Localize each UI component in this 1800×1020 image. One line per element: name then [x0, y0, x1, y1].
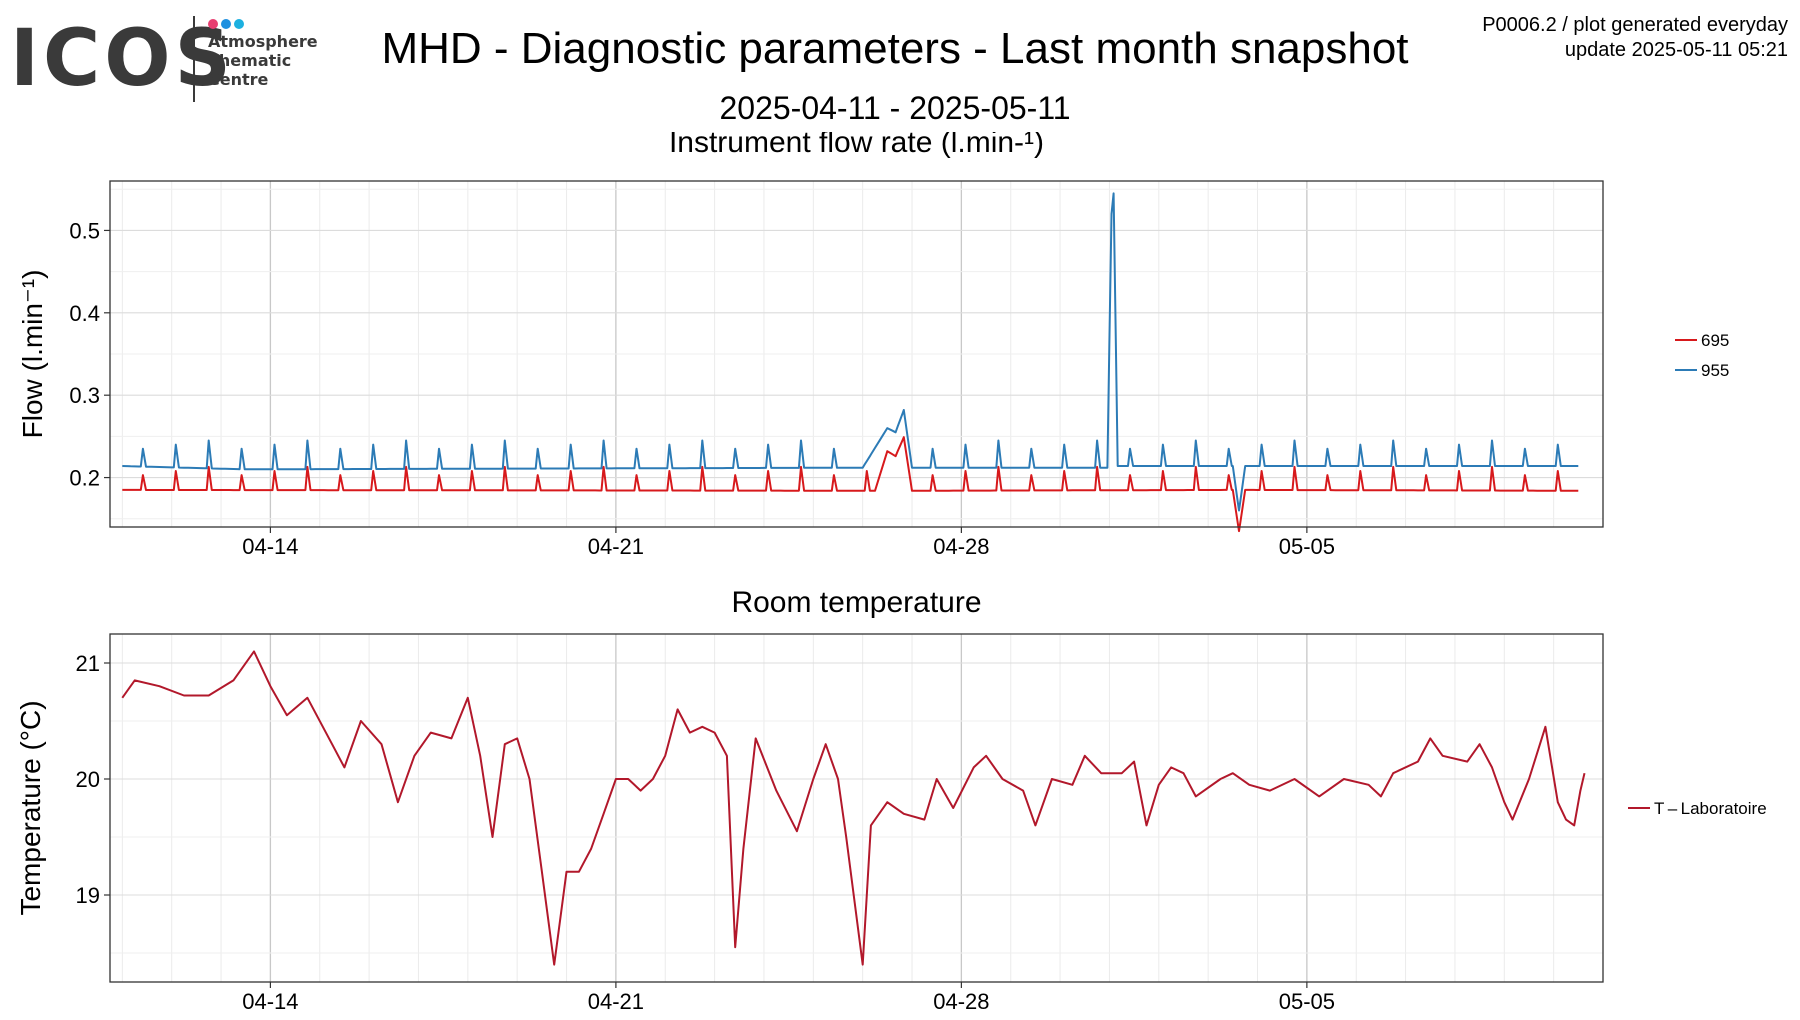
chart-title: Instrument flow rate (l.min-¹) — [669, 132, 1044, 159]
logo-line: Thematic — [208, 51, 292, 70]
y-tick-label: 0.4 — [69, 301, 100, 326]
logo-dot-blue — [221, 19, 231, 29]
x-tick-label: 04-21 — [588, 534, 644, 559]
plot-id: P0006.2 / plot generated everyday — [1482, 14, 1788, 36]
room-temperature-chart: Room temperature Temperature (°C) 19 20 21 04… — [15, 586, 1767, 1012]
series-line-0 — [122, 436, 1579, 533]
icos-logo: ICOS Atmosphere Thematic Centre — [10, 14, 340, 106]
y-tick-label: 0.5 — [69, 218, 100, 243]
page-title: MHD - Diagnostic parameters - Last month… — [381, 24, 1409, 73]
flow-rate-chart: Instrument flow rate (l.min-¹) Flow (l.mi… — [17, 132, 1729, 559]
logo-wordmark: ICOS — [10, 14, 235, 104]
plot-panel — [110, 634, 1603, 982]
series-line-1 — [122, 192, 1579, 512]
legend-label: T – Laboratoire — [1654, 799, 1767, 818]
logo-subtitle: Atmosphere Thematic Centre — [208, 32, 318, 89]
legend-label: 955 — [1701, 361, 1729, 380]
y-axis-label: Temperature (°C) — [15, 700, 46, 915]
y-tick-label: 0.2 — [69, 466, 100, 491]
logo-line: Centre — [208, 70, 269, 89]
x-tick-label: 05-05 — [1279, 534, 1335, 559]
plot-meta: P0006.2 / plot generated everyday update… — [1482, 13, 1788, 63]
x-tick-label: 04-14 — [242, 534, 298, 559]
logo-line: Atmosphere — [208, 32, 318, 51]
series-line-0 — [121, 650, 1586, 966]
x-tick-label: 04-28 — [933, 989, 989, 1012]
logo-divider — [193, 16, 195, 102]
y-tick-label: 21 — [76, 651, 100, 676]
update-timestamp: update 2025-05-11 05:21 — [1564, 39, 1788, 61]
logo-dots-icon — [208, 16, 247, 29]
y-tick-label: 0.3 — [69, 383, 100, 408]
date-range: 2025-04-11 - 2025-05-11 — [719, 90, 1071, 126]
chart-title: Room temperature — [731, 586, 981, 619]
panel-border — [109, 180, 1604, 528]
x-tick-label: 05-05 — [1279, 989, 1335, 1012]
y-tick-label: 20 — [76, 767, 100, 792]
grid — [110, 634, 1603, 982]
logo-dot-cyan — [234, 19, 244, 29]
grid — [110, 181, 1603, 527]
x-tick-label: 04-14 — [242, 989, 298, 1012]
y-axis-label: Flow (l.min⁻¹) — [17, 270, 48, 439]
logo-dot-pink — [208, 19, 218, 29]
x-tick-label: 04-28 — [933, 534, 989, 559]
panel-border — [109, 633, 1604, 983]
x-tick-label: 04-21 — [588, 989, 644, 1012]
y-tick-label: 19 — [76, 883, 100, 908]
legend-label: 695 — [1701, 331, 1729, 350]
